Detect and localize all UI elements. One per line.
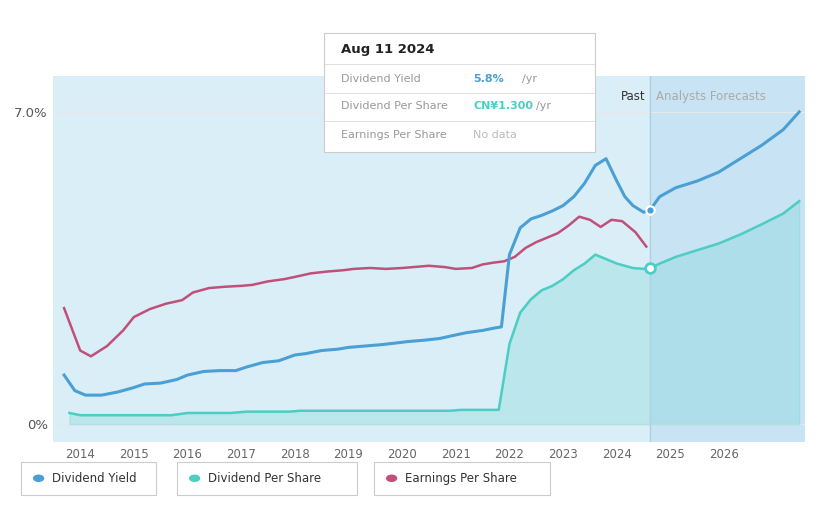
Text: No data: No data (474, 130, 517, 140)
Text: Dividend Per Share: Dividend Per Share (208, 472, 321, 485)
Text: CN¥1.300: CN¥1.300 (474, 101, 534, 111)
Text: /yr: /yr (522, 74, 537, 84)
Text: Past: Past (621, 90, 646, 103)
Text: Earnings Per Share: Earnings Per Share (405, 472, 516, 485)
Text: Dividend Per Share: Dividend Per Share (341, 101, 447, 111)
Text: Dividend Yield: Dividend Yield (341, 74, 420, 84)
Bar (53, 76, 650, 442)
Text: Analysts Forecasts: Analysts Forecasts (657, 90, 766, 103)
Text: Aug 11 2024: Aug 11 2024 (341, 43, 434, 55)
Bar (650, 76, 805, 442)
Text: Dividend Yield: Dividend Yield (52, 472, 136, 485)
Text: /yr: /yr (535, 101, 551, 111)
Text: 5.8%: 5.8% (474, 74, 504, 84)
Text: Earnings Per Share: Earnings Per Share (341, 130, 447, 140)
